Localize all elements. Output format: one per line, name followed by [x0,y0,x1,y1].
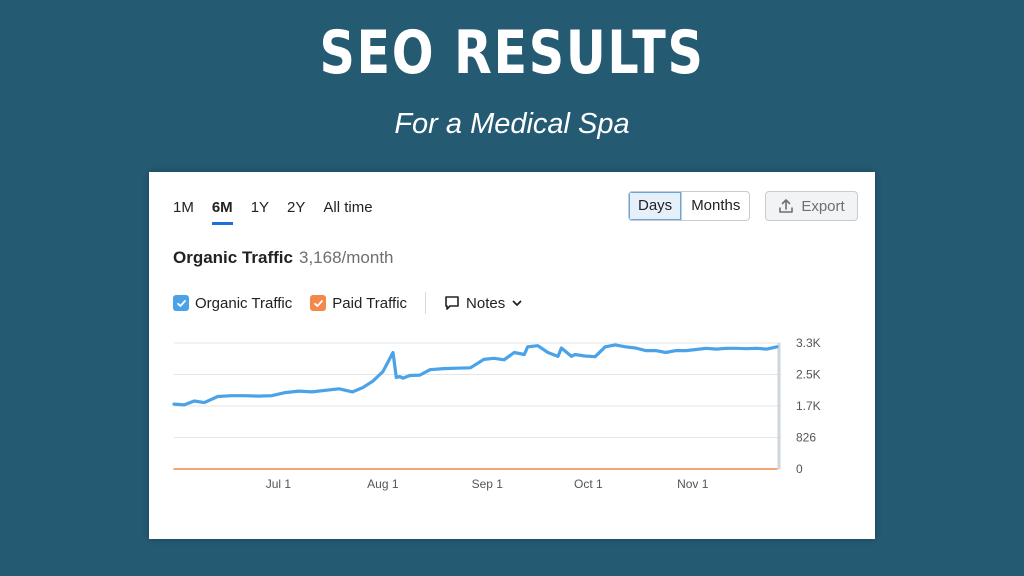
metric-summary: Organic Traffic 3,168/month [173,248,394,268]
upload-icon [779,199,794,213]
range-1y[interactable]: 1Y [250,199,270,216]
export-label: Export [801,197,845,215]
range-1m[interactable]: 1M [173,199,194,216]
organic-label: Organic Traffic [195,294,293,312]
y-tick-label: 1.7K [796,399,821,413]
comment-icon [445,296,459,310]
traffic-card: 1M 6M 1Y 2Y All time Days Months Export … [149,172,875,539]
x-tick-label: Sep 1 [472,477,504,491]
months-button[interactable]: Months [681,192,749,220]
chart-series [172,343,779,470]
y-tick-label: 0 [796,462,803,476]
subheadline: For a Medical Spa [394,108,630,140]
notes-dropdown[interactable]: Notes [444,295,523,312]
x-tick-label: Jul 1 [266,477,292,491]
days-button[interactable]: Days [629,192,682,220]
range-all-time[interactable]: All time [323,199,373,216]
paid-label: Paid Traffic [332,294,408,312]
range-2y[interactable]: 2Y [287,199,306,216]
x-tick-label: Oct 1 [574,477,603,491]
paid-checkbox-icon [310,295,327,311]
y-tick-label: 2.5K [796,368,821,382]
x-tick-label: Aug 1 [367,477,399,491]
legend-paid-traffic[interactable]: Paid Traffic [310,295,407,312]
legend-organic-traffic[interactable]: Organic Traffic [173,295,292,312]
range-6m[interactable]: 6M [211,199,233,225]
export-button[interactable]: Export [765,191,858,221]
y-tick-label: 3.3K [796,336,821,350]
organic-traffic-line [172,343,779,407]
metric-name: Organic Traffic [173,248,293,267]
legend-divider [425,292,427,314]
organic-checkbox-icon [173,295,189,311]
headline: SEO RESULTS [319,18,705,88]
range-tabs: 1M 6M 1Y 2Y All time [173,199,373,225]
granularity-toggle: Days Months [628,191,751,221]
y-tick-label: 826 [796,431,816,445]
traffic-chart: 0 826 1.7K 2.5K 3.3K Jul 1 Aug 1 Sep 1 Oct 1 Nov… [172,336,821,491]
x-tick-label: Nov 1 [677,477,709,491]
metric-value: 3,168/month [298,248,394,267]
x-axis: Jul 1 Aug 1 Sep 1 Oct 1 Nov 1 [266,477,709,491]
chevron-down-icon [512,300,522,306]
chart-legend: Organic Traffic Paid Traffic Notes [173,292,523,314]
y-axis: 0 826 1.7K 2.5K 3.3K [796,336,821,476]
notes-label: Notes [466,294,506,312]
